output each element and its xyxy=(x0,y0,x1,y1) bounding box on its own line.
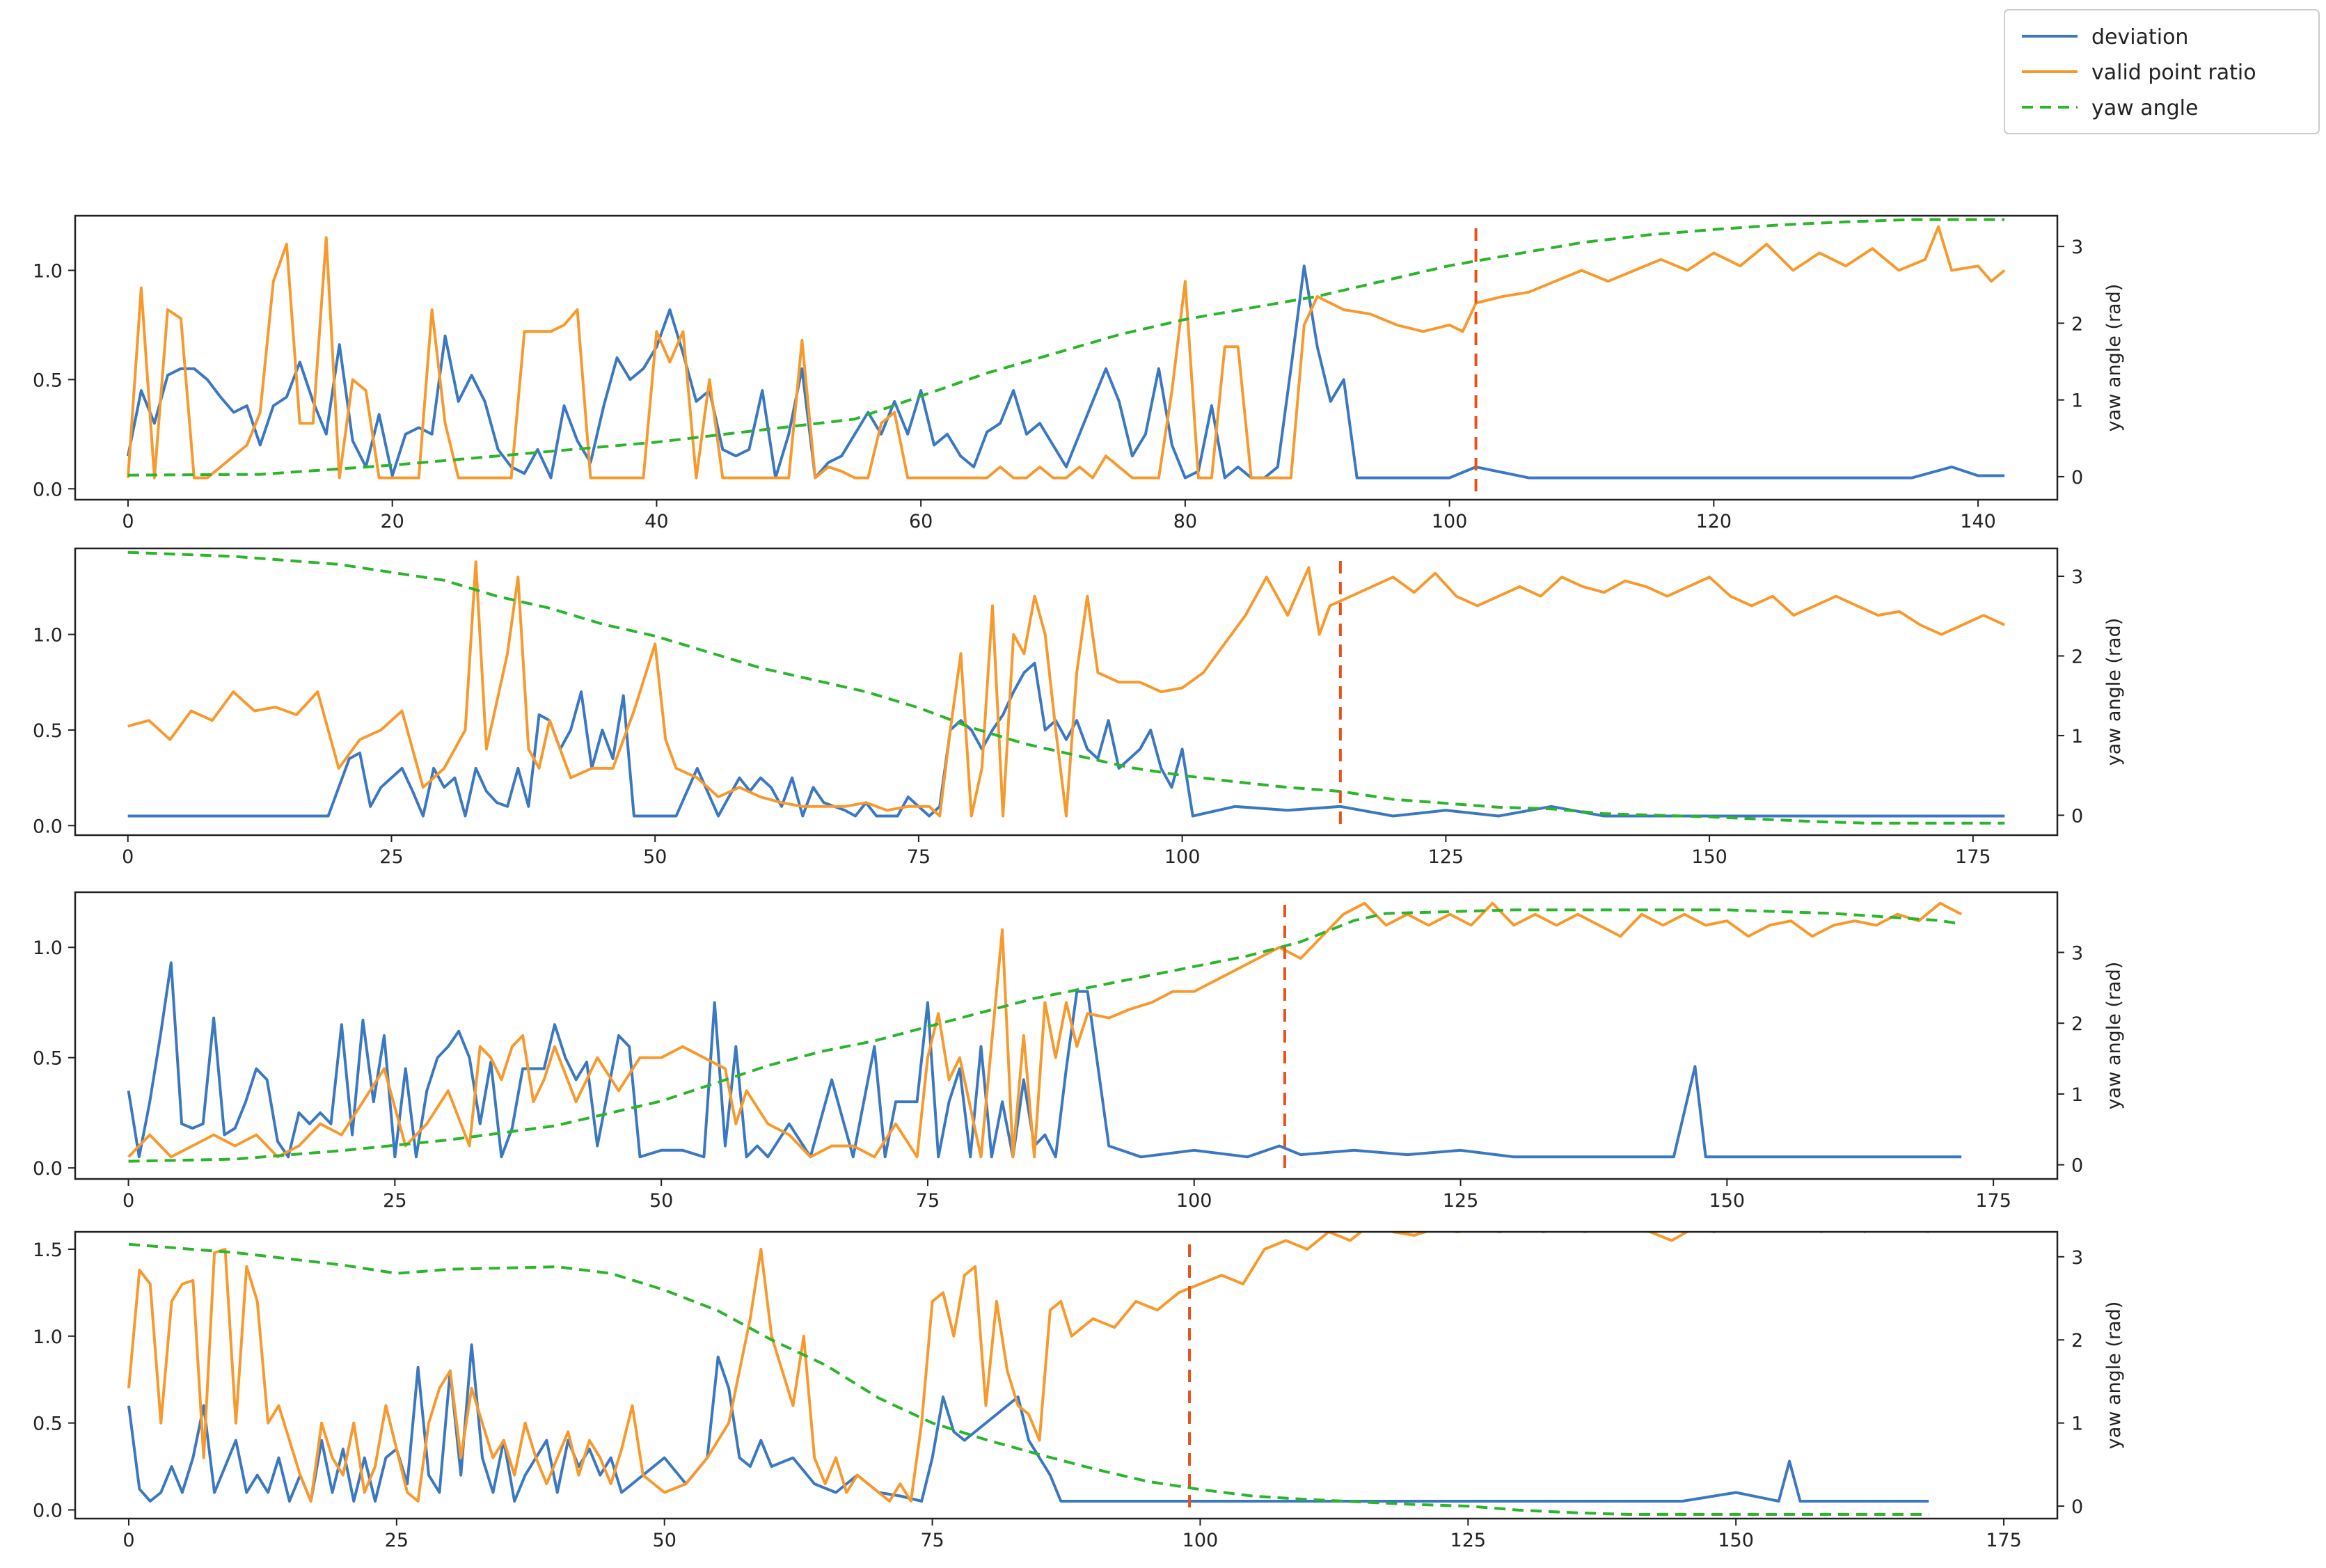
x-tick-label: 125 xyxy=(1428,846,1464,868)
plot-area xyxy=(126,218,2006,480)
plot-frame xyxy=(74,891,2059,1180)
y-tick-right-label: 2 xyxy=(2071,313,2083,335)
y-tick-left-label: 0.0 xyxy=(33,1158,63,1180)
x-tick-label: 175 xyxy=(1975,1190,2011,1212)
x-tick-label: 0 xyxy=(122,1530,134,1551)
x-tick-label: 100 xyxy=(1182,1530,1219,1551)
y-tick-left-label: 1.0 xyxy=(33,260,63,282)
legend: deviation valid point ratio yaw angle xyxy=(2004,9,2320,134)
series-line-valid-point-ratio xyxy=(127,560,2006,818)
y-tick-left-label: 0.0 xyxy=(33,479,63,500)
y-tick-left-label: 0.0 xyxy=(33,816,63,837)
chart-panel-3: 0 25 50 75 100 125 150 175 0.0 0.5 1.0 0 1 2 3 yaw angl… xyxy=(33,891,2125,1212)
x-tick-label: 50 xyxy=(643,846,667,868)
y-axis-right-title: yaw angle (rad) xyxy=(2103,284,2125,432)
chart-panel-2: 0 25 50 75 100 125 150 175 0.0 0.5 1.0 0 1 2 3 yaw angl… xyxy=(33,547,2125,868)
y-tick-left-label: 1.0 xyxy=(33,1327,63,1348)
x-tick-label: 60 xyxy=(909,511,933,532)
x-tick-label: 0 xyxy=(122,1190,134,1212)
legend-label-yaw-angle: yaw angle xyxy=(2091,96,2198,120)
series-line-valid-point-ratio xyxy=(126,225,2006,480)
legend-label-deviation: deviation xyxy=(2091,25,2188,49)
x-tick-label: 80 xyxy=(1173,511,1197,532)
plot-frame xyxy=(74,1230,2059,1520)
chart-panel-4: 0 25 50 75 100 125 150 175 0.0 0.5 1.0 1.5 0 1 2 3 yaw a… xyxy=(33,1230,2125,1551)
x-tick-label: 140 xyxy=(1960,511,1996,532)
y-tick-right-label: 1 xyxy=(2071,1084,2083,1106)
x-tick-label: 125 xyxy=(1443,1190,1479,1212)
x-tick-label: 25 xyxy=(385,1530,409,1551)
y-tick-right-label: 1 xyxy=(2071,1413,2083,1435)
x-tick-label: 75 xyxy=(907,846,931,868)
x-tick-label: 150 xyxy=(1691,846,1727,868)
series-line-yaw-angle xyxy=(128,908,1962,1163)
y-tick-right-label: 3 xyxy=(2071,1247,2083,1269)
series-line-yaw-angle xyxy=(127,551,2005,825)
plot-frame xyxy=(74,547,2059,837)
plot-area xyxy=(127,551,2006,825)
x-tick-label: 175 xyxy=(1986,1530,2022,1551)
x-tick-label: 25 xyxy=(379,846,403,868)
x-tick-label: 150 xyxy=(1718,1530,1754,1551)
x-tick-label: 120 xyxy=(1696,511,1732,532)
y-tick-right-label: 2 xyxy=(2071,647,2083,668)
series-line-deviation xyxy=(127,661,2005,818)
x-tick-label: 175 xyxy=(1955,846,1991,868)
x-tick-label: 75 xyxy=(920,1530,944,1551)
chart-panel-1: 0 20 40 60 80 100 120 140 0.0 0.5 1.0 0 1 2 3 yaw angle… xyxy=(33,214,2125,532)
y-tick-right-label: 0 xyxy=(2071,1496,2083,1518)
y-axis-right-title: yaw angle (rad) xyxy=(2103,618,2125,766)
y-axis-right-title: yaw angle (rad) xyxy=(2103,962,2125,1110)
y-tick-right-label: 0 xyxy=(2071,805,2083,827)
y-axis-right-title: yaw angle (rad) xyxy=(2103,1301,2125,1450)
x-tick-label: 20 xyxy=(381,511,404,532)
x-tick-label: 0 xyxy=(122,846,134,868)
y-tick-left-label: 0.5 xyxy=(33,1048,63,1070)
y-tick-left-label: 0.5 xyxy=(33,1413,63,1435)
x-tick-label: 25 xyxy=(383,1190,406,1212)
y-tick-right-label: 2 xyxy=(2071,1013,2083,1035)
y-tick-left-label: 1.0 xyxy=(33,625,63,647)
legend-label-valid-point-ratio: valid point ratio xyxy=(2091,61,2256,85)
series-line-valid-point-ratio xyxy=(127,901,1963,1159)
y-tick-right-label: 3 xyxy=(2071,942,2083,964)
y-tick-left-label: 0.5 xyxy=(33,370,63,391)
y-tick-right-label: 0 xyxy=(2071,467,2083,489)
y-tick-left-label: 0.5 xyxy=(33,720,63,742)
x-tick-label: 50 xyxy=(653,1530,677,1551)
x-tick-label: 100 xyxy=(1176,1190,1212,1212)
x-tick-label: 40 xyxy=(644,511,668,532)
y-tick-left-label: 1.5 xyxy=(33,1240,63,1261)
series-line-deviation xyxy=(126,264,2005,480)
x-tick-label: 0 xyxy=(122,511,134,532)
y-tick-right-label: 0 xyxy=(2071,1155,2083,1177)
series-line-yaw-angle xyxy=(128,1242,1929,1516)
series-line-valid-point-ratio xyxy=(127,1232,1929,1503)
plot-area xyxy=(127,1232,1929,1516)
series-line-deviation xyxy=(127,961,1962,1159)
legend-box xyxy=(2004,9,2320,134)
x-tick-label: 50 xyxy=(649,1190,673,1212)
x-tick-label: 100 xyxy=(1432,511,1468,532)
y-tick-left-label: 0.0 xyxy=(33,1500,63,1522)
x-tick-label: 100 xyxy=(1164,846,1201,868)
series-line-deviation xyxy=(127,1343,1929,1503)
plot-frame xyxy=(74,214,2059,501)
series-line-yaw-angle xyxy=(127,218,2005,477)
y-tick-right-label: 1 xyxy=(2071,726,2083,747)
y-tick-right-label: 1 xyxy=(2071,390,2083,412)
y-tick-right-label: 3 xyxy=(2071,567,2083,588)
y-tick-right-label: 3 xyxy=(2071,237,2083,258)
x-tick-label: 125 xyxy=(1450,1530,1487,1551)
y-tick-right-label: 2 xyxy=(2071,1330,2083,1352)
x-tick-label: 150 xyxy=(1709,1190,1746,1212)
plot-area xyxy=(127,901,1963,1163)
y-tick-left-label: 1.0 xyxy=(33,937,63,959)
x-tick-label: 75 xyxy=(916,1190,940,1212)
